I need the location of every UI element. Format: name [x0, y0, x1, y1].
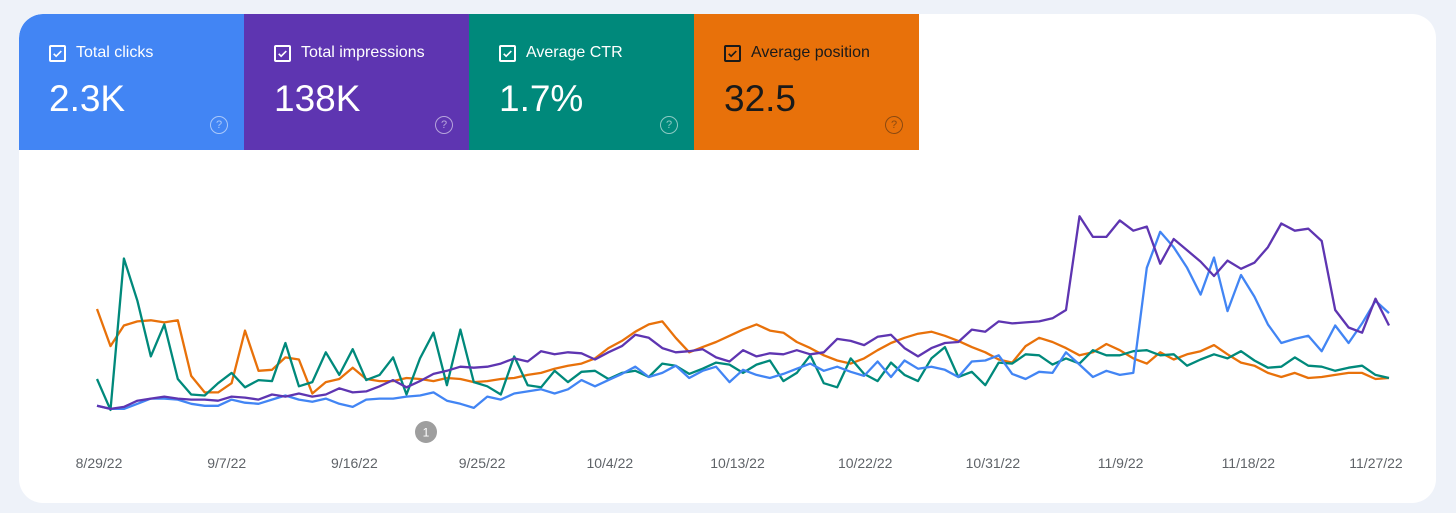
checkbox-icon[interactable]	[724, 44, 741, 62]
x-tick-label: 9/7/22	[207, 455, 246, 471]
series-line-average-position	[95, 308, 1390, 395]
x-tick-label: 11/18/22	[1222, 455, 1276, 471]
checkbox-icon[interactable]	[499, 44, 516, 62]
series-line-average-ctr	[95, 257, 1390, 412]
metric-value: 1.7%	[499, 78, 584, 119]
annotation-marker[interactable]: 1	[415, 421, 437, 443]
metric-label: Total clicks	[76, 44, 154, 61]
metric-label: Average CTR	[526, 44, 623, 61]
x-tick-label: 9/16/22	[331, 455, 378, 471]
x-tick-label: 8/29/22	[76, 455, 123, 471]
metric-value: 32.5	[724, 78, 797, 119]
metric-value: 138K	[274, 78, 361, 119]
x-tick-label: 10/22/22	[838, 455, 893, 471]
metric-label: Average position	[751, 44, 870, 61]
performance-line-chart: 8/29/22 9/7/22 9/16/22 9/25/22 10/4/22 10/13/…	[76, 215, 1403, 471]
series-line-total-clicks	[96, 230, 1390, 411]
help-icon[interactable]: ?	[885, 116, 903, 134]
checkbox-icon[interactable]	[274, 44, 291, 62]
metric-label: Total impressions	[301, 44, 425, 61]
performance-card: Total clicks 2.3K ? Total impressions 13…	[19, 14, 1436, 503]
x-tick-label: 10/31/22	[966, 455, 1021, 471]
metric-tile-average-ctr[interactable]: Average CTR 1.7% ?	[469, 14, 694, 150]
x-tick-label: 11/9/22	[1098, 455, 1144, 471]
x-tick-label: 9/25/22	[459, 455, 506, 471]
checkbox-icon[interactable]	[49, 44, 66, 62]
metric-value: 2.3K	[49, 78, 126, 119]
metric-tile-total-clicks[interactable]: Total clicks 2.3K ?	[19, 14, 244, 150]
help-icon[interactable]: ?	[660, 116, 678, 134]
series-line-total-impressions	[96, 215, 1391, 411]
help-icon[interactable]: ?	[210, 116, 228, 134]
x-tick-label: 11/27/22	[1349, 455, 1403, 471]
x-tick-label: 10/13/22	[710, 455, 765, 471]
metric-tile-total-impressions[interactable]: Total impressions 138K ?	[244, 14, 469, 150]
annotation-marker-label: 1	[423, 426, 430, 440]
x-axis-ticks: 8/29/22 9/7/22 9/16/22 9/25/22 10/4/22 10/13/…	[76, 455, 1403, 471]
help-icon[interactable]: ?	[435, 116, 453, 134]
series-lines	[95, 215, 1391, 412]
x-tick-label: 10/4/22	[586, 455, 633, 471]
metric-tile-average-position[interactable]: Average position 32.5 ?	[694, 14, 919, 150]
metric-tiles: Total clicks 2.3K ? Total impressions 13…	[19, 14, 919, 150]
